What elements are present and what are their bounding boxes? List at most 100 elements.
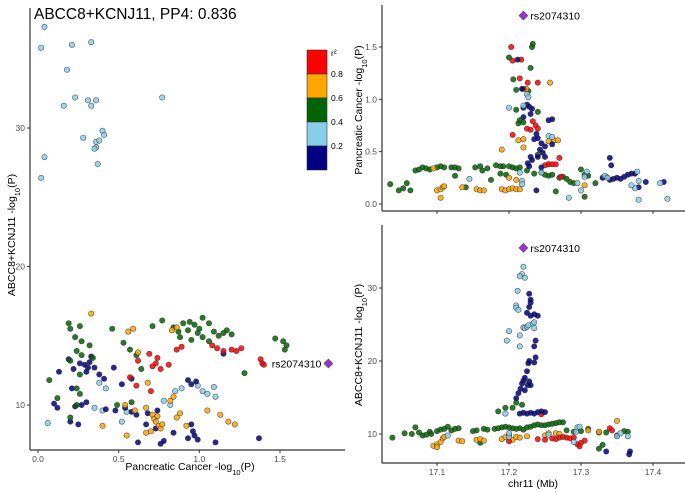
data-point: [606, 154, 613, 161]
data-point: [51, 400, 58, 407]
bottom-ticks: 10 20 30 17.1 17.2 17.3 17.4: [368, 283, 662, 477]
data-point: [570, 438, 577, 445]
data-point: [180, 320, 187, 327]
data-point: [526, 290, 533, 297]
data-point: [595, 428, 602, 435]
data-point: [173, 414, 180, 421]
data-point: [223, 327, 230, 334]
data-point: [520, 144, 527, 151]
data-point: [102, 406, 109, 413]
data-point: [513, 395, 520, 402]
data-point: [147, 388, 154, 395]
lead-snp-label: rs2074310: [272, 358, 322, 370]
y-tick-label: 30: [368, 283, 378, 293]
data-point: [531, 319, 538, 326]
data-point: [603, 429, 610, 436]
data-point: [441, 183, 448, 190]
data-point: [55, 368, 62, 375]
legend-swatch-navy: [306, 145, 328, 171]
data-point: [167, 397, 174, 404]
data-point: [508, 43, 515, 50]
data-point: [552, 161, 559, 168]
data-point: [487, 176, 494, 183]
y-axis-label: ABCC8+KCNJ11 -log10(P): [6, 174, 22, 296]
data-point: [521, 374, 528, 381]
data-point: [634, 168, 641, 175]
data-point: [484, 426, 491, 433]
data-point: [541, 409, 548, 416]
data-point: [186, 318, 193, 325]
data-point: [479, 167, 486, 174]
data-point: [112, 407, 119, 414]
lead-snp-marker: [518, 10, 529, 21]
data-point: [505, 174, 512, 181]
data-point: [178, 343, 185, 350]
data-point: [154, 354, 161, 361]
data-point: [455, 425, 462, 432]
data-point: [603, 448, 610, 455]
bottom-lead-snp: rs2074310: [518, 243, 580, 255]
data-point: [533, 187, 540, 194]
data-point: [527, 111, 534, 118]
data-point: [549, 171, 556, 178]
data-point: [497, 170, 504, 177]
data-point: [403, 180, 410, 187]
data-point: [520, 263, 527, 270]
bottom-x-axis-label: chr11 (Mb): [508, 478, 558, 490]
data-point: [41, 154, 48, 161]
data-point: [528, 105, 535, 112]
data-point: [531, 343, 538, 350]
data-point: [225, 418, 232, 425]
data-point: [38, 44, 45, 51]
data-point: [214, 345, 221, 352]
data-point: [516, 186, 523, 193]
x-tick-label: 1.5: [274, 454, 286, 464]
data-point: [255, 435, 262, 442]
data-point: [549, 116, 556, 123]
data-point: [88, 310, 95, 317]
data-point: [520, 119, 527, 126]
data-point: [626, 448, 633, 455]
data-point: [520, 102, 527, 109]
data-point: [549, 134, 556, 141]
data-point: [160, 397, 167, 404]
data-point: [400, 185, 407, 192]
data-point: [41, 23, 48, 30]
data-point: [199, 388, 206, 395]
scatter-lead-snp: rs2074310: [272, 358, 334, 370]
data-point: [68, 41, 75, 48]
data-point: [532, 337, 539, 344]
data-point: [515, 137, 522, 144]
data-point: [581, 437, 588, 444]
x-tick-label: 17.4: [645, 467, 662, 477]
bottom-points: [389, 263, 633, 458]
data-point: [67, 414, 74, 421]
data-point: [518, 181, 525, 188]
data-point: [191, 432, 198, 439]
data-point: [516, 343, 523, 350]
data-point: [238, 345, 245, 352]
y-tick-label: 0.0: [365, 199, 377, 209]
data-point: [408, 430, 415, 437]
scatter-ticks: 10 20 30 0.0 0.5 1.0 1.5: [16, 123, 287, 464]
data-point: [563, 427, 570, 434]
data-point: [613, 417, 620, 424]
data-point: [185, 377, 192, 384]
data-point: [85, 97, 92, 104]
data-point: [185, 327, 192, 334]
data-point: [260, 361, 267, 368]
data-point: [199, 314, 206, 321]
data-point: [509, 57, 516, 64]
data-point: [94, 161, 101, 168]
data-point: [210, 328, 217, 335]
data-point: [523, 368, 530, 375]
data-point: [210, 383, 217, 390]
data-point: [138, 365, 145, 372]
data-point: [521, 387, 528, 394]
data-point: [559, 419, 566, 426]
y-tick-label: 20: [368, 356, 378, 366]
data-point: [545, 431, 552, 438]
data-point: [538, 164, 545, 171]
data-point: [554, 137, 561, 144]
data-point: [143, 404, 150, 411]
